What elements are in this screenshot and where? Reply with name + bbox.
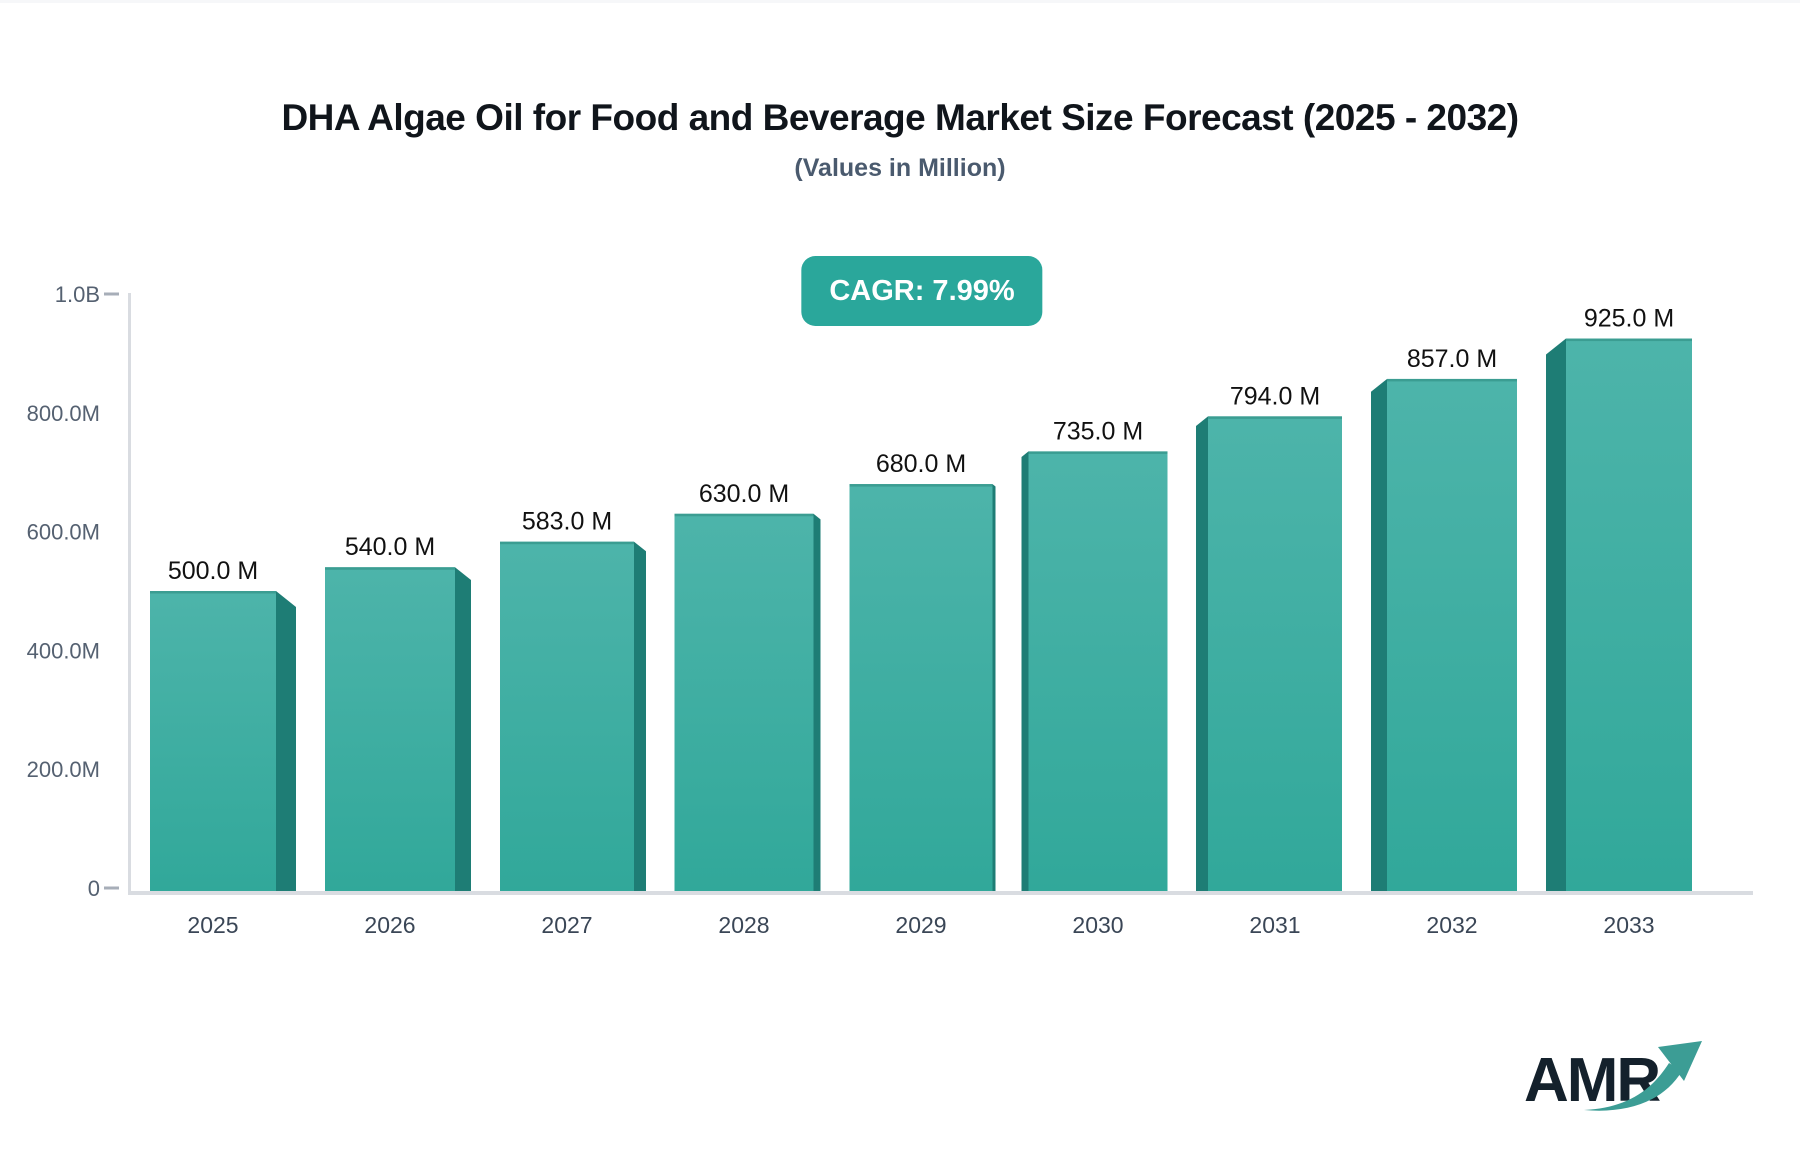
y-tick-mark	[104, 292, 119, 296]
y-tick-label: 400.0M	[27, 638, 100, 663]
bar-top-edge	[1208, 416, 1342, 419]
amr-logo-text: AMR	[1524, 1046, 1660, 1115]
bar-front-face	[674, 513, 814, 891]
bar-side-face	[1021, 451, 1029, 891]
cagr-badge: CAGR: 7.99%	[801, 256, 1043, 326]
bar-top-edge	[500, 541, 634, 545]
bar-value-label: 540.0 M	[345, 533, 435, 561]
x-category-label: 2029	[895, 912, 946, 938]
amr-logo-arrowhead	[1658, 1041, 1702, 1081]
bar-top-edge	[1028, 451, 1168, 454]
bar-value-label: 857.0 M	[1407, 345, 1497, 373]
bar-value-label: 500.0 M	[168, 557, 258, 585]
x-category-label: 2026	[364, 912, 415, 938]
amr-logo-arrow-swoosh	[1584, 1063, 1682, 1111]
bar-side-face	[276, 591, 296, 891]
y-tick-label: 200.0M	[27, 757, 100, 782]
bar-front-face	[1028, 451, 1168, 891]
bar-side-face	[455, 567, 471, 891]
bar-top-edge	[325, 567, 455, 570]
bar-chart: 1.0B 800.0M 600.0M 400.0M 200.0M 0 500.0 M 2025…	[27, 282, 1753, 938]
x-category-label: 2025	[187, 912, 238, 938]
bar-value-label: 735.0 M	[1053, 417, 1143, 445]
y-tick-mark	[104, 886, 119, 890]
bar-front-face	[150, 591, 276, 891]
y-tick-label: 1.0B	[55, 282, 100, 307]
bar-side-face	[634, 541, 646, 891]
bar-side-face	[813, 513, 821, 891]
y-axis-line	[128, 293, 131, 895]
bar-top-edge	[1387, 378, 1517, 382]
bar-top-edge	[674, 513, 814, 517]
x-axis-line	[128, 891, 1753, 895]
chart-title: DHA Algae Oil for Food and Beverage Mark…	[281, 97, 1519, 138]
amr-logo: AMR	[1524, 1041, 1702, 1115]
y-tick-label: 0	[88, 876, 100, 901]
x-category-label: 2028	[718, 912, 769, 938]
y-tick-label: 600.0M	[27, 520, 100, 545]
x-category-label: 2031	[1249, 912, 1300, 938]
bar-front-face	[1208, 416, 1342, 891]
bar-value-label: 583.0 M	[522, 508, 612, 536]
bar-side-face	[1546, 338, 1566, 891]
bar-value-label: 794.0 M	[1230, 382, 1320, 410]
bar-value-label: 630.0 M	[699, 480, 789, 508]
x-category-label: 2027	[541, 912, 592, 938]
x-category-label: 2033	[1603, 912, 1654, 938]
bar-front-face	[325, 567, 455, 891]
bar-front-face	[1566, 338, 1692, 891]
bar-top-edge	[150, 591, 276, 594]
bar-top-edge	[849, 484, 993, 487]
x-category-label: 2032	[1426, 912, 1477, 938]
bar-side-face	[992, 484, 996, 891]
bar-side-face	[1371, 378, 1387, 891]
bar-front-face	[500, 541, 634, 891]
bar-front-face	[1387, 378, 1517, 891]
chart-subtitle: (Values in Million)	[794, 154, 1006, 182]
x-category-label: 2030	[1072, 912, 1123, 938]
bar-top-edge	[1566, 338, 1692, 342]
y-tick-label: 800.0M	[27, 401, 100, 426]
bar-side-face	[1196, 416, 1208, 891]
bar-value-label: 680.0 M	[876, 450, 966, 478]
bar-front-face	[849, 484, 993, 891]
bar-value-label: 925.0 M	[1584, 305, 1674, 333]
